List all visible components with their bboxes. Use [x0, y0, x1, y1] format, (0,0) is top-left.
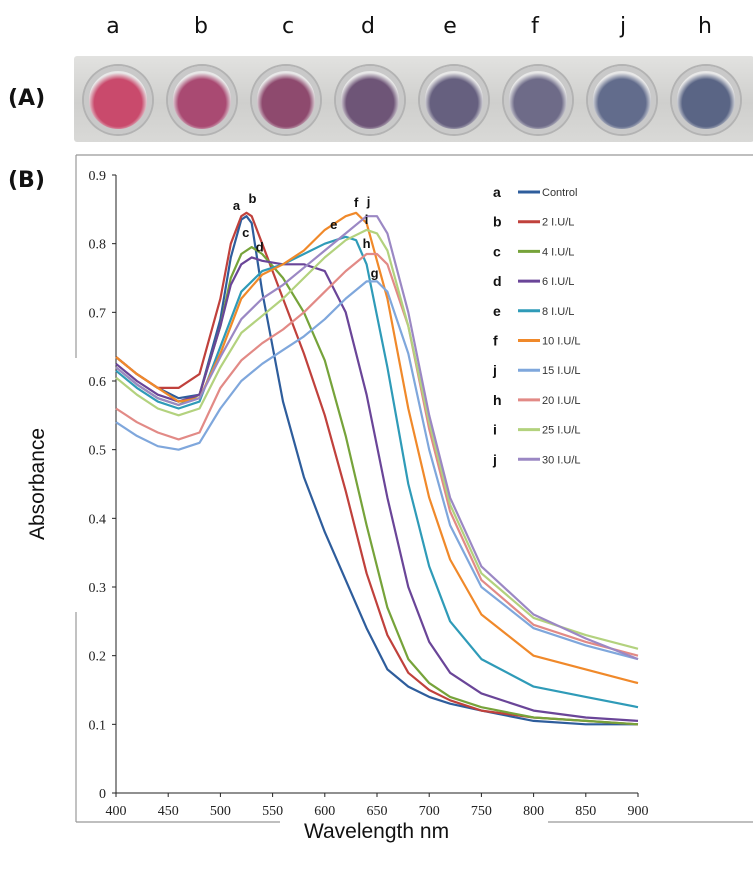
- legend-letter: c: [493, 243, 501, 259]
- x-tick-label: 550: [262, 804, 283, 819]
- well-a: [84, 66, 152, 134]
- series-line-8-i-u-l: [115, 235, 639, 709]
- well-d: [336, 66, 404, 134]
- y-tick-label: 0.4: [89, 512, 107, 527]
- well-letter-h: h: [698, 14, 712, 39]
- well-j: [588, 66, 656, 134]
- y-tick-label: 0.3: [89, 581, 107, 596]
- well-h: [672, 66, 740, 134]
- legend-entry: 15 I.U/L: [542, 365, 581, 377]
- peak-label: a: [233, 198, 241, 213]
- well-letter-e: e: [443, 14, 457, 39]
- x-tick-label: 800: [523, 804, 544, 819]
- peak-label: d: [256, 239, 264, 254]
- well-letter-a: a: [106, 14, 120, 39]
- x-tick-label: 500: [210, 804, 231, 819]
- x-tick-label: 700: [419, 804, 440, 819]
- legend-entry: 30 I.U/L: [542, 454, 581, 466]
- series-line-30-i-u-l: [115, 215, 639, 661]
- series-line-15-i-u-l: [115, 280, 639, 661]
- x-tick-label: 400: [106, 804, 127, 819]
- well-c: [252, 66, 320, 134]
- legend-entry: 8 I.U/L: [542, 306, 574, 318]
- series-line-2-i-u-l: [115, 211, 639, 726]
- legend-entry: 2 I.U/L: [542, 217, 574, 229]
- peak-label: c: [242, 225, 249, 240]
- y-tick-label: 0.9: [89, 169, 107, 184]
- y-tick-label: 0.7: [89, 306, 107, 321]
- legend-entry: 4 I.U/L: [542, 246, 574, 258]
- peak-label: i: [365, 212, 369, 227]
- legend-letter: h: [493, 392, 502, 408]
- x-tick-label: 450: [158, 804, 179, 819]
- x-tick-label: 850: [575, 804, 596, 819]
- peak-label: j: [366, 194, 371, 209]
- legend-entry: 6 I.U/L: [542, 276, 574, 288]
- series-line-20-i-u-l: [115, 252, 639, 657]
- well-e: [420, 66, 488, 134]
- panel-b-label: (B): [8, 168, 45, 193]
- well-letter-f: f: [531, 14, 539, 39]
- legend-letter: j: [492, 362, 497, 378]
- legend-letter: e: [493, 303, 501, 319]
- well-letter-b: b: [194, 14, 208, 39]
- legend-letter: f: [493, 333, 498, 349]
- peak-label: b: [249, 191, 257, 206]
- legend-letter: b: [493, 214, 502, 230]
- y-tick-label: 0.2: [89, 650, 107, 665]
- well-letter-j: j: [619, 14, 627, 39]
- legend-letter: j: [492, 451, 497, 467]
- legend-letter: a: [493, 184, 501, 200]
- series-line-6-i-u-l: [115, 256, 639, 722]
- y-tick-label: 0.5: [89, 444, 107, 459]
- series-line-control: [115, 215, 638, 726]
- x-tick-label: 600: [314, 804, 335, 819]
- legend-letter: d: [493, 273, 502, 289]
- peak-label: e: [330, 217, 337, 232]
- panel-a-label: (A): [8, 86, 46, 111]
- legend-entry: 20 I.U/L: [542, 395, 581, 407]
- series-line-25-i-u-l: [115, 228, 639, 650]
- x-axis-title: Wavelength nm: [303, 820, 450, 843]
- y-tick-label: 0.8: [89, 238, 107, 253]
- series-line-10-i-u-l: [115, 211, 639, 685]
- legend-entry: Control: [542, 187, 577, 199]
- legend-letter: i: [493, 422, 497, 438]
- y-tick-label: 0.1: [89, 718, 107, 733]
- y-tick-label: 0.6: [89, 375, 107, 390]
- x-tick-label: 900: [628, 804, 649, 819]
- well-plate-photo: [74, 56, 753, 142]
- peak-label: h: [363, 236, 371, 251]
- legend-entry: 10 I.U/L: [542, 336, 581, 348]
- x-tick-label: 650: [367, 804, 388, 819]
- well-letter-c: c: [281, 14, 295, 39]
- well-letter-d: d: [361, 14, 375, 39]
- well-f: [504, 66, 572, 134]
- peak-label: f: [354, 195, 359, 210]
- y-axis-title: Absorbance: [26, 427, 49, 540]
- well-b: [168, 66, 236, 134]
- peak-label: g: [371, 265, 379, 280]
- legend-entry: 25 I.U/L: [542, 425, 581, 437]
- x-tick-label: 750: [471, 804, 492, 819]
- y-tick-label: 0: [99, 787, 106, 802]
